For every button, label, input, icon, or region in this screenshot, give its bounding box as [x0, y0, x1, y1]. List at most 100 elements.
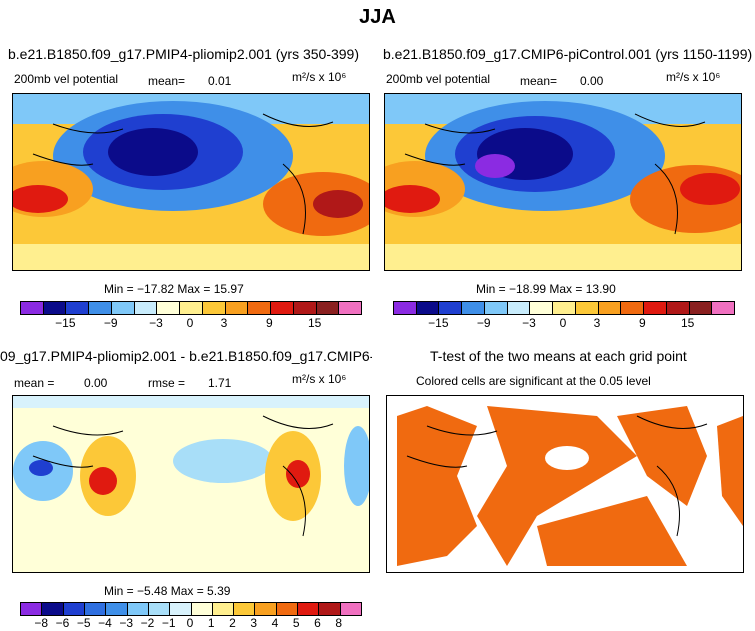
colorbar-tick-label: 0 [559, 316, 567, 330]
colorbar-swatch [644, 302, 667, 314]
colorbar-swatch [621, 302, 645, 314]
colorbar-tick-label: 2 [229, 616, 236, 630]
panel1-variable: 200mb vel potential [14, 72, 119, 86]
colorbar-swatch [439, 302, 463, 314]
colorbar-tick-label: 9 [638, 316, 646, 330]
colorbar-swatch [484, 302, 508, 314]
colorbar-swatch [84, 603, 107, 615]
panel4-subtitle: Colored cells are significant at the 0.0… [416, 374, 651, 388]
panel2-colorbar-ticks: −15 −9 −3 0 3 9 15 [393, 316, 733, 332]
colorbar-tick-label: −9 [476, 316, 491, 330]
page-title: JJA [359, 6, 396, 28]
colorbar-tick-label: −3 [522, 316, 536, 330]
colorbar-swatch [575, 302, 599, 314]
colorbar-tick-label: −15 [428, 316, 449, 330]
colorbar-swatch [170, 603, 192, 615]
colorbar-swatch [462, 302, 485, 314]
panel3-map [12, 395, 370, 573]
colorbar-swatch [530, 302, 554, 314]
colorbar-swatch [21, 302, 44, 314]
colorbar-tick-label: 15 [307, 316, 322, 330]
colorbar-swatch [255, 603, 277, 615]
panel4-title: T-test of the two means at each grid poi… [430, 348, 687, 364]
colorbar-swatch [553, 302, 576, 314]
panel2-colorbar [393, 301, 735, 315]
panel2-title: b.e21.B1850.f09_g17.CMIP6-piControl.001 … [383, 46, 753, 62]
colorbar-swatch [416, 302, 440, 314]
colorbar-tick-label: −1 [161, 616, 176, 630]
colorbar-tick-label: 0 [186, 316, 194, 330]
colorbar-swatch [106, 603, 128, 615]
colorbar-swatch [271, 302, 294, 314]
colorbar-swatch [180, 302, 203, 314]
colorbar-tick-label: −3 [119, 616, 134, 630]
colorbar-swatch [63, 603, 85, 615]
colorbar-tick-label: −15 [55, 316, 76, 330]
panel3-units: m²/s x 10⁶ [292, 372, 347, 386]
panel2-mean-value: 0.00 [580, 74, 604, 88]
colorbar-swatch [157, 302, 181, 314]
colorbar-swatch [712, 302, 735, 314]
panel3-mean-label: mean = [14, 376, 55, 390]
panel3-rmse-value: 1.71 [208, 376, 232, 390]
panel2-units: m²/s x 10⁶ [666, 70, 721, 84]
colorbar-swatch [191, 603, 213, 615]
colorbar-tick-label: 0 [186, 616, 194, 630]
colorbar-swatch [43, 302, 67, 314]
panel2-variable: 200mb vel potential [386, 72, 491, 86]
colorbar-swatch [689, 302, 713, 314]
colorbar-swatch [248, 302, 272, 314]
colorbar-swatch [339, 302, 362, 314]
panel1-mean-value: 0.01 [208, 74, 232, 88]
colorbar-tick-label: 15 [680, 316, 695, 330]
panel3-rmse-label: rmse = [148, 376, 186, 390]
colorbar-tick-label: 6 [314, 616, 321, 630]
colorbar-tick-label: 9 [265, 316, 273, 330]
colorbar-swatch [394, 302, 417, 314]
colorbar-swatch [598, 302, 622, 314]
colorbar-swatch [134, 302, 158, 314]
panel2-min-max: Min = −18.99 Max = 13.90 [476, 282, 616, 296]
colorbar-swatch [111, 302, 135, 314]
colorbar-swatch [276, 603, 299, 615]
colorbar-swatch [298, 603, 320, 615]
colorbar-swatch [316, 302, 340, 314]
colorbar-swatch [293, 302, 317, 314]
colorbar-swatch [234, 603, 256, 615]
panel3-mean-value: 0.00 [84, 376, 108, 390]
panel1-title: b.e21.B1850.f09_g17.PMIP4-pliomip2.001 (… [8, 46, 359, 62]
panel1-units: m²/s x 10⁶ [292, 70, 347, 84]
colorbar-tick-label: 3 [593, 316, 601, 330]
colorbar-tick-label: 4 [271, 616, 279, 630]
panel3-colorbar-ticks: −8 −6 −5 −4 −3 −2 −1 0 1 2 3 4 5 6 8 [20, 616, 360, 631]
colorbar-tick-label: 1 [207, 616, 215, 630]
colorbar-swatch [21, 603, 43, 615]
panel1-map [12, 93, 370, 271]
colorbar-swatch [340, 603, 361, 615]
panel2-mean-label: mean= [520, 74, 558, 88]
panel3-min-max: Min = −5.48 Max = 5.39 [104, 584, 231, 598]
colorbar-tick-label: 5 [292, 616, 300, 630]
colorbar-tick-label: 3 [220, 316, 228, 330]
colorbar-tick-label: 8 [335, 616, 343, 630]
colorbar-swatch [66, 302, 90, 314]
panel1-mean-label: mean= [148, 74, 186, 88]
colorbar-swatch [89, 302, 112, 314]
colorbar-swatch [148, 603, 171, 615]
colorbar-tick-label: −8 [34, 616, 49, 630]
colorbar-tick-label: −6 [55, 616, 70, 630]
panel3-colorbar [20, 602, 362, 616]
colorbar-tick-label: −2 [140, 616, 155, 630]
panel1-min-max: Min = −17.82 Max = 15.97 [104, 282, 244, 296]
colorbar-tick-label: −3 [149, 316, 163, 330]
panel1-colorbar-ticks: −15 −9 −3 0 3 9 15 [20, 316, 360, 332]
colorbar-tick-label: 3 [250, 616, 258, 630]
colorbar-swatch [666, 302, 690, 314]
panel1-colorbar [20, 301, 362, 315]
panel2-map [384, 93, 742, 271]
colorbar-swatch [212, 603, 235, 615]
panel4-map [386, 395, 744, 573]
panel3-title: 09_g17.PMIP4-pliomip2.001 - b.e21.B1850.… [0, 348, 372, 364]
colorbar-swatch [202, 302, 226, 314]
colorbar-swatch [127, 603, 149, 615]
